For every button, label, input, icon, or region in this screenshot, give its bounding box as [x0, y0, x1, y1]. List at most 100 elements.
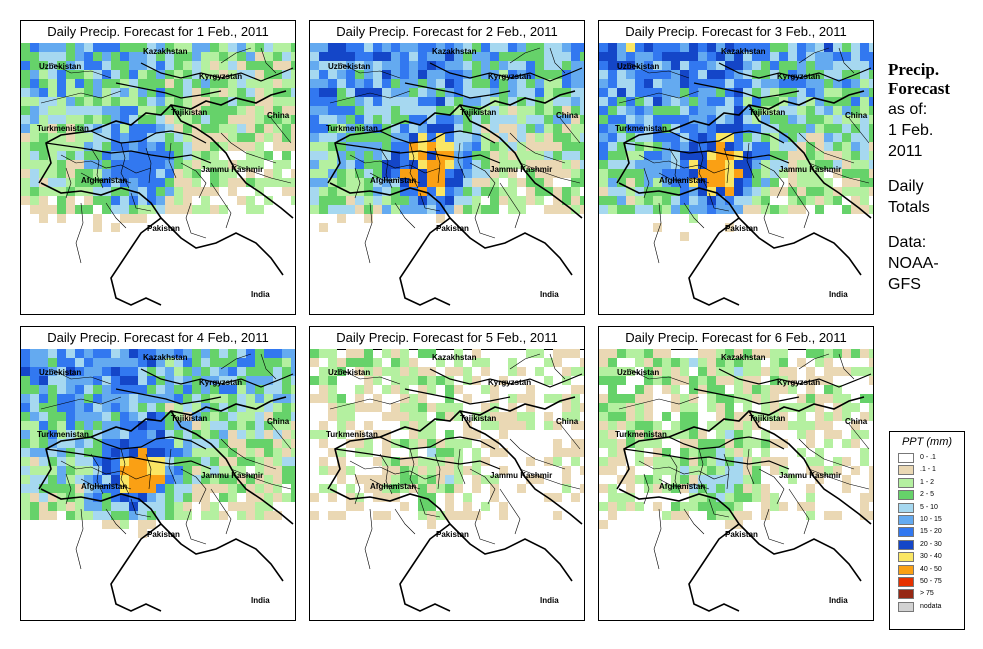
precip-cell: [255, 358, 264, 367]
precip-cell: [346, 52, 355, 61]
precip-cell: [129, 88, 138, 97]
precip-cell: [291, 88, 295, 97]
legend-label: nodata: [920, 602, 942, 610]
precip-cell: [752, 475, 761, 484]
precip-cell: [427, 430, 436, 439]
precip-cell: [147, 394, 156, 403]
precip-cell: [328, 367, 337, 376]
precip-cell: [319, 457, 328, 466]
precip-cell: [779, 502, 788, 511]
precip-cell: [246, 169, 255, 178]
precip-cell: [653, 178, 662, 187]
precip-cell: [761, 88, 770, 97]
precip-cell: [66, 70, 75, 79]
precip-cell: [779, 412, 788, 421]
precip-cell: [851, 439, 860, 448]
precip-cell: [147, 484, 156, 493]
precip-cell: [824, 358, 833, 367]
precip-cell: [626, 160, 635, 169]
precip-cell: [246, 88, 255, 97]
precip-cell: [21, 457, 30, 466]
precip-cell: [481, 88, 490, 97]
precip-cell: [662, 376, 671, 385]
precip-cell: [39, 142, 48, 151]
precip-cell: [39, 484, 48, 493]
precip-cell: [707, 421, 716, 430]
precip-cell: [427, 52, 436, 61]
precip-cell: [815, 457, 824, 466]
precip-cell: [599, 367, 608, 376]
label-afghanistan: Afghanistan: [81, 482, 127, 491]
precip-cell: [355, 358, 364, 367]
precip-cell: [743, 421, 752, 430]
precip-cell: [228, 88, 237, 97]
precip-cell: [319, 376, 328, 385]
precip-cell: [102, 115, 111, 124]
precip-cell: [869, 376, 873, 385]
precip-cell: [842, 124, 851, 133]
precip-cell: [571, 367, 580, 376]
precip-cell: [761, 106, 770, 115]
precip-cell: [373, 142, 382, 151]
precip-cell: [680, 88, 689, 97]
precip-cell: [842, 178, 851, 187]
precip-cell: [427, 178, 436, 187]
precip-cell: [111, 511, 120, 520]
precip-cell: [246, 421, 255, 430]
precip-cell: [472, 142, 481, 151]
precip-cell: [580, 439, 584, 448]
precip-cell: [237, 376, 246, 385]
precip-cell: [716, 466, 725, 475]
precip-cell: [183, 394, 192, 403]
precip-cell: [165, 430, 174, 439]
precip-cell: [526, 421, 535, 430]
precip-cell: [463, 52, 472, 61]
precip-cell: [400, 421, 409, 430]
precip-cell: [66, 394, 75, 403]
precip-cell: [30, 376, 39, 385]
precip-cell: [255, 484, 264, 493]
precip-cell: [797, 403, 806, 412]
precip-cell: [833, 466, 842, 475]
precip-cell: [490, 493, 499, 502]
precip-cell: [147, 475, 156, 484]
precip-cell: [608, 358, 617, 367]
precip-cell: [842, 43, 851, 52]
precip-cell: [129, 124, 138, 133]
precip-cell: [273, 430, 282, 439]
precip-cell: [463, 169, 472, 178]
precip-cell: [400, 376, 409, 385]
precip-cell: [165, 142, 174, 151]
precip-cell: [400, 439, 409, 448]
precip-cell: [752, 70, 761, 79]
precip-cell: [788, 169, 797, 178]
label-afghanistan: Afghanistan: [370, 176, 416, 185]
precip-cell: [662, 367, 671, 376]
precip-cell: [815, 376, 824, 385]
precip-cell: [174, 511, 183, 520]
precip-cell: [653, 43, 662, 52]
precip-cell: [147, 367, 156, 376]
side-title-line2: Forecast: [888, 79, 950, 98]
precip-cell: [599, 142, 608, 151]
precip-cell: [599, 412, 608, 421]
precip-cell: [264, 151, 273, 160]
precip-cell: [201, 394, 210, 403]
precip-cell: [517, 88, 526, 97]
precip-cell: [310, 52, 319, 61]
precip-cell: [833, 70, 842, 79]
precip-cell: [174, 142, 183, 151]
precip-cell: [93, 484, 102, 493]
precip-cell: [102, 79, 111, 88]
precip-cell: [662, 88, 671, 97]
precip-cell: [743, 88, 752, 97]
precip-cell: [743, 385, 752, 394]
precip-cell: [310, 43, 319, 52]
precip-cell: [698, 385, 707, 394]
precip-cell: [84, 79, 93, 88]
precip-cell: [138, 151, 147, 160]
precip-cell: [328, 160, 337, 169]
precip-cell: [102, 421, 111, 430]
precip-cell: [743, 466, 752, 475]
precip-cell: [120, 448, 129, 457]
